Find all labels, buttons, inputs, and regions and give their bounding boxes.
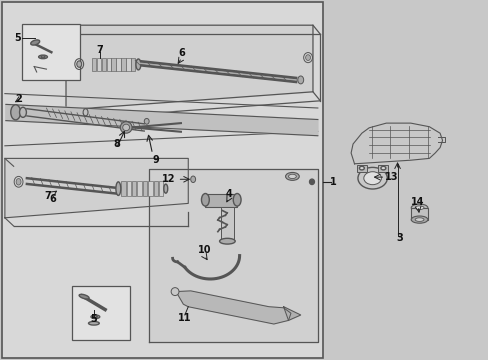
Ellipse shape	[297, 76, 303, 84]
Bar	[121, 181, 125, 196]
Ellipse shape	[288, 174, 296, 179]
Text: 14: 14	[410, 197, 424, 207]
Ellipse shape	[20, 107, 26, 117]
Text: 1: 1	[329, 177, 336, 187]
Text: 5: 5	[14, 33, 21, 43]
Text: 6: 6	[178, 48, 185, 58]
Bar	[92, 58, 96, 71]
Bar	[410, 208, 427, 220]
Bar	[72, 286, 130, 340]
Text: 10: 10	[197, 245, 211, 255]
Ellipse shape	[414, 218, 423, 221]
Text: 12: 12	[162, 174, 175, 184]
Ellipse shape	[309, 179, 314, 184]
Text: 7: 7	[97, 45, 103, 55]
Ellipse shape	[144, 118, 149, 124]
Ellipse shape	[171, 288, 179, 296]
Bar	[132, 181, 136, 196]
Ellipse shape	[136, 59, 141, 70]
Text: 8: 8	[113, 139, 120, 149]
Ellipse shape	[77, 61, 81, 67]
Circle shape	[359, 166, 364, 170]
Ellipse shape	[285, 172, 299, 180]
Bar	[102, 58, 106, 71]
Bar	[137, 181, 142, 196]
Text: 6: 6	[49, 194, 56, 204]
Text: 11: 11	[178, 312, 191, 323]
Ellipse shape	[116, 182, 121, 195]
Bar	[378, 165, 387, 172]
Ellipse shape	[410, 204, 427, 211]
Bar	[221, 207, 233, 241]
Bar	[153, 181, 158, 196]
Ellipse shape	[91, 315, 100, 319]
Polygon shape	[66, 25, 312, 110]
Ellipse shape	[93, 316, 97, 318]
Bar	[126, 181, 131, 196]
Bar	[126, 58, 130, 71]
Ellipse shape	[190, 176, 195, 183]
Bar	[131, 58, 135, 71]
Ellipse shape	[410, 216, 427, 223]
Polygon shape	[176, 291, 290, 324]
Text: 7: 7	[44, 191, 51, 201]
Bar	[111, 58, 116, 71]
Ellipse shape	[233, 194, 241, 206]
Bar	[142, 181, 147, 196]
Ellipse shape	[41, 56, 45, 58]
Ellipse shape	[39, 55, 47, 59]
Ellipse shape	[16, 179, 21, 185]
Text: 5: 5	[90, 314, 97, 324]
Bar	[148, 181, 152, 196]
Ellipse shape	[79, 294, 89, 299]
Text: 13: 13	[384, 172, 397, 182]
Text: 3: 3	[396, 233, 403, 243]
Polygon shape	[6, 104, 317, 136]
Bar	[356, 165, 366, 172]
Polygon shape	[350, 123, 442, 164]
Ellipse shape	[122, 124, 129, 131]
Bar	[2, 2, 322, 358]
Circle shape	[357, 167, 386, 189]
Bar	[22, 24, 80, 80]
Ellipse shape	[305, 55, 310, 60]
Ellipse shape	[11, 105, 20, 120]
Ellipse shape	[120, 122, 132, 133]
Bar	[159, 181, 163, 196]
Circle shape	[380, 166, 385, 170]
Bar	[116, 58, 121, 71]
Circle shape	[363, 172, 381, 185]
Bar	[106, 58, 111, 71]
Ellipse shape	[163, 184, 167, 193]
Text: 9: 9	[152, 155, 159, 165]
Bar	[205, 194, 237, 207]
Bar	[97, 58, 101, 71]
Ellipse shape	[31, 40, 40, 45]
Polygon shape	[283, 307, 300, 320]
Text: 4: 4	[225, 189, 232, 199]
Bar	[121, 58, 125, 71]
Ellipse shape	[414, 206, 423, 210]
Polygon shape	[5, 158, 188, 218]
Text: 2: 2	[15, 94, 22, 104]
Ellipse shape	[88, 321, 99, 325]
Ellipse shape	[219, 238, 235, 244]
Polygon shape	[149, 169, 317, 342]
Ellipse shape	[201, 194, 209, 206]
